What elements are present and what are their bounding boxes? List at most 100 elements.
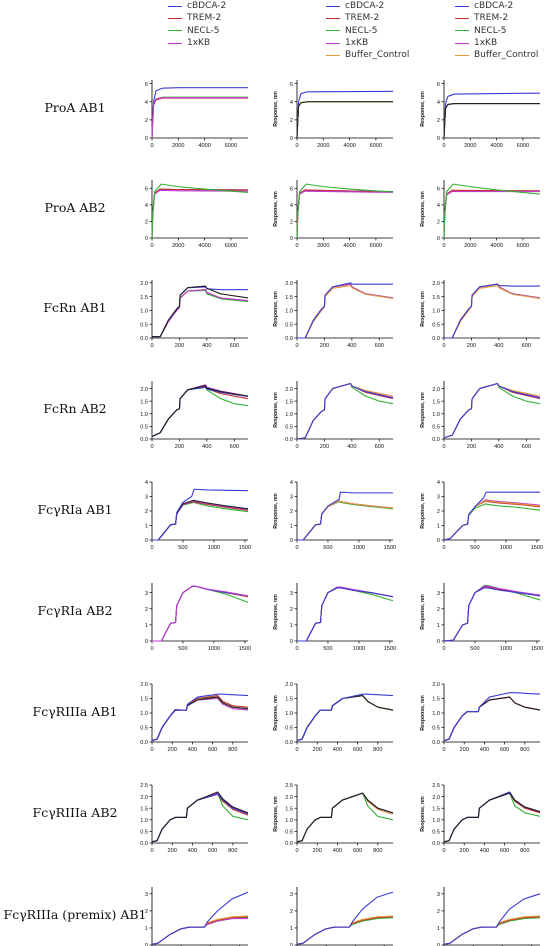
x-tick-label: 400 (347, 444, 356, 450)
x-tick-label: 1500 (239, 646, 251, 652)
y-tick-label: 4 (437, 480, 440, 486)
y-tick-label: 3 (145, 495, 148, 501)
series-line-1xkb (443, 191, 540, 239)
y-tick-label: 2 (437, 607, 440, 613)
x-tick-label: 400 (333, 747, 342, 753)
legend-swatch-trem-2 (168, 17, 182, 19)
x-tick-label: 200 (467, 343, 476, 349)
series-line-cbdca-2 (297, 491, 393, 541)
row-label: FcRn AB1 (43, 300, 107, 315)
series-line-buffer-control (443, 915, 541, 945)
y-axis-title: Response, nm (273, 291, 279, 327)
x-tick-label: 4000 (490, 143, 502, 149)
y-tick-label: 0.0 (285, 336, 293, 342)
series-line-1xkb (151, 697, 249, 742)
series-line-cbdca-2 (151, 891, 249, 945)
x-tick-label: 600 (500, 848, 509, 854)
series-line-trem-2 (151, 793, 249, 843)
series-line-cbdca-2 (443, 190, 541, 239)
series-line-necl-5 (443, 503, 541, 541)
y-tick-label: 2.0 (285, 387, 293, 393)
x-tick-label: 200 (168, 848, 177, 854)
y-tick-label: 2 (290, 607, 293, 613)
y-tick-label: 1.0 (285, 412, 293, 418)
y-tick-label: 0.5 (285, 425, 293, 431)
y-tick-label: 2 (145, 118, 148, 124)
x-tick-label: 600 (230, 343, 239, 349)
x-tick-label: 1500 (239, 545, 251, 551)
series-line-cbdca-2 (152, 286, 248, 338)
series-line-trem-2 (443, 189, 541, 239)
y-tick-label: 0.0 (432, 336, 440, 342)
x-tick-label: 200 (320, 444, 329, 450)
x-tick-label: 800 (228, 848, 237, 854)
series-line-buffer-control (297, 284, 394, 339)
y-tick-label: 0.5 (432, 830, 440, 836)
legend-item-buffer-control: Buffer_Control (326, 49, 409, 61)
y-tick-label: 2.0 (285, 682, 293, 688)
y-tick-label: 3 (290, 591, 293, 597)
y-tick-label: 1.5 (285, 295, 293, 301)
series-line-1xkb (443, 382, 541, 439)
y-axis-title: Response, nm (273, 91, 279, 127)
y-tick-label: 1.0 (432, 711, 440, 717)
series-line-cbdca-2 (151, 87, 248, 139)
row-label: FcγRIIIa AB2 (32, 805, 118, 820)
y-tick-label: 2.0 (432, 795, 440, 801)
y-tick-label: 0 (145, 136, 148, 142)
y-tick-label: 2.0 (140, 281, 148, 287)
x-tick-label: 6000 (225, 143, 237, 149)
x-tick-label: 400 (188, 747, 197, 753)
y-tick-label: 3 (145, 591, 148, 597)
y-tick-label: 1 (145, 623, 148, 629)
legend-label: 1xKB (474, 37, 498, 48)
series-line-trem-2 (443, 696, 541, 742)
x-tick-label: 500 (470, 545, 479, 551)
series-line-buffer-control (296, 382, 394, 440)
y-tick-label: 2.5 (432, 783, 440, 789)
series-line-cbdca-2 (443, 92, 541, 139)
row-label: FcγRIIIa AB1 (32, 704, 118, 719)
y-tick-label: 0.0 (432, 740, 440, 746)
x-tick-label: 0 (150, 545, 153, 551)
x-tick-label: 500 (323, 646, 332, 652)
series-line-cbdca-2 (297, 282, 393, 339)
series-line-necl-5 (151, 696, 249, 742)
x-tick-label: 2000 (317, 243, 329, 249)
row-label: FcRn AB2 (43, 401, 107, 416)
series-line-trem-2 (152, 585, 249, 642)
legend-item-trem-2: TREM-2 (326, 12, 409, 24)
legend-label: 1xKB (345, 37, 369, 48)
y-tick-label: 1.0 (285, 711, 293, 717)
panel-r5-c1: 0 1 2 3 4 0 500 1000 1500 (145, 480, 251, 551)
y-tick-label: 1.5 (285, 399, 293, 405)
y-tick-label: 0 (437, 943, 440, 946)
panel-r6-c2: 0 1 2 3 0 500 1000 1500 Response, nm (273, 583, 396, 652)
legend-item-necl-5: NECL-5 (455, 25, 538, 37)
x-tick-label: 200 (175, 343, 184, 349)
x-tick-label: 0 (442, 243, 445, 249)
x-tick-label: 1000 (353, 545, 365, 551)
x-tick-label: 400 (202, 444, 211, 450)
y-tick-label: 0.0 (140, 336, 148, 342)
y-tick-label: 0 (437, 236, 440, 242)
y-tick-label: 0 (145, 236, 148, 242)
series-line-dark (151, 791, 249, 843)
y-tick-label: 1.5 (432, 295, 440, 301)
legend-swatch-1xkb (326, 42, 340, 44)
legend-swatch-necl-5 (168, 30, 182, 32)
legend-swatch-1xkb (455, 42, 469, 44)
y-axis-title: Response, nm (273, 191, 279, 227)
legend-label: TREM-2 (187, 13, 222, 24)
series-line-buffer-control (443, 499, 541, 541)
y-tick-label: 1.5 (432, 697, 440, 703)
series-line-dark (151, 696, 249, 742)
panel-r5-c3: 0 1 2 3 4 0 500 1000 1500 Response, nm (420, 480, 543, 551)
legend-label: TREM-2 (345, 13, 380, 24)
y-tick-label: 0.0 (432, 841, 440, 847)
y-tick-label: 1.0 (140, 818, 148, 824)
y-tick-label: 1 (290, 926, 293, 932)
x-tick-label: 6000 (517, 243, 529, 249)
series-line-cbdca-2 (296, 90, 394, 139)
